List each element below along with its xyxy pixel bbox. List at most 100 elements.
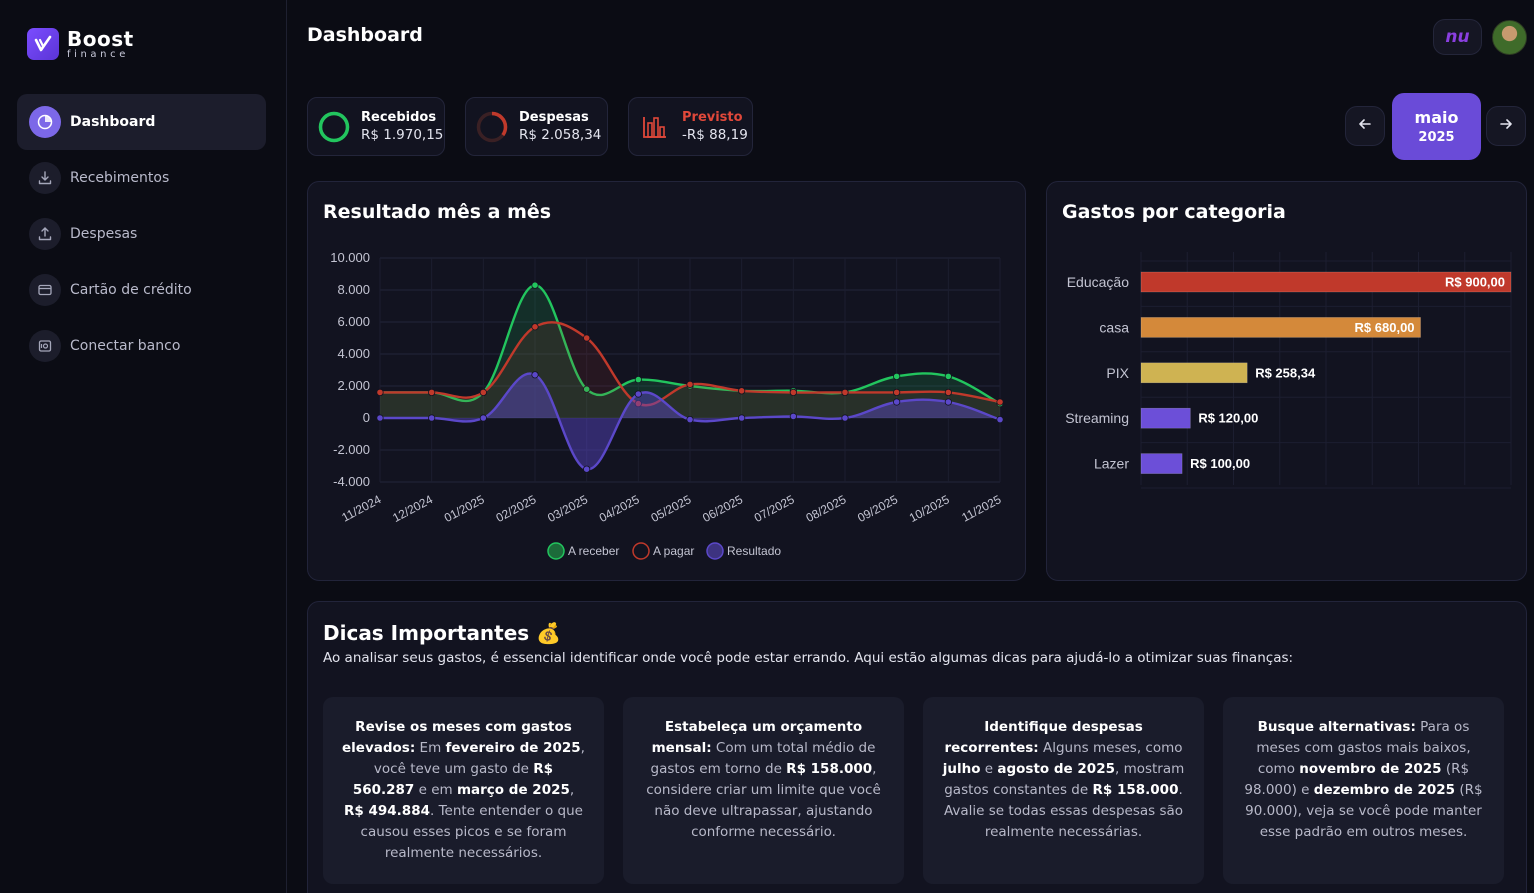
avatar[interactable] (1492, 20, 1527, 55)
month-year: 2025 (1418, 130, 1455, 145)
sidebar-item-dashboard[interactable]: Dashboard (17, 94, 266, 150)
category-label: PIX (1106, 365, 1129, 381)
sidebar-item-label: Cartão de crédito (70, 282, 192, 298)
series-line-resultado (380, 372, 1001, 471)
y-tick-label: 10.000 (330, 250, 370, 265)
data-point-a-pagar[interactable] (376, 388, 384, 396)
next-month-button[interactable] (1486, 106, 1526, 146)
data-point-resultado[interactable] (531, 371, 539, 379)
sidebar-item-conectar-banco[interactable]: Conectar banco (17, 318, 266, 374)
data-point-a-pagar[interactable] (738, 387, 746, 395)
arrow-right-icon (1498, 116, 1514, 137)
series-area-resultado (380, 373, 1000, 470)
bar[interactable] (1140, 407, 1191, 429)
data-point-a-pagar[interactable] (479, 388, 487, 396)
x-tick-label: 10/2025 (907, 492, 952, 525)
legend-label[interactable]: A pagar (653, 544, 694, 558)
data-point-resultado[interactable] (738, 414, 746, 422)
data-point-a-pagar[interactable] (944, 388, 952, 396)
data-point-a-pagar[interactable] (789, 388, 797, 396)
data-point-a-pagar[interactable] (893, 388, 901, 396)
received-value: R$ 1.970,15 (361, 127, 444, 144)
app-logo[interactable]: Boost finance (27, 28, 134, 60)
bar[interactable] (1140, 362, 1248, 384)
tip-highlight: Busque alternativas: (1257, 719, 1416, 735)
data-point-a-pagar[interactable] (634, 400, 642, 408)
data-point-resultado[interactable] (944, 398, 952, 406)
data-point-resultado[interactable] (789, 412, 797, 420)
data-point-a-receber[interactable] (893, 372, 901, 380)
x-tick-label: 09/2025 (855, 492, 900, 525)
tip-card: Busque alternativas: Para os meses com g… (1223, 697, 1504, 884)
data-point-a-pagar[interactable] (841, 388, 849, 396)
y-tick-label: 4.000 (337, 346, 370, 361)
tip-text: Em (415, 740, 446, 756)
received-progress-ring (318, 111, 350, 142)
sidebar-item-cartao-de-credito[interactable]: Cartão de crédito (17, 262, 266, 318)
tip-highlight: R$ 494.884 (344, 803, 430, 819)
tip-highlight: novembro de 2025 (1299, 761, 1442, 777)
y-tick-label: 0 (363, 410, 370, 425)
forecast-summary-card[interactable]: Previsto -R$ 88,19 (628, 97, 753, 156)
legend-swatch[interactable] (706, 542, 724, 560)
bar[interactable] (1140, 317, 1421, 338)
sidebar-item-recebimentos[interactable]: Recebimentos (17, 150, 266, 206)
expenses-label: Despesas (519, 109, 589, 125)
tip-text: Para os meses com gastos mais baixos, co… (1256, 719, 1471, 777)
data-point-a-pagar[interactable] (428, 388, 436, 396)
received-summary-card[interactable]: Recebidos R$ 1.970,15 (307, 97, 445, 156)
tip-text: Alguns meses, como (1038, 740, 1183, 756)
monthly-result-chart: 10.000 8.000 6.000 4.000 2.000 0 -2.000 -4.000 1… (330, 250, 1004, 560)
previous-month-button[interactable] (1345, 106, 1385, 146)
data-point-resultado[interactable] (686, 416, 694, 424)
sidebar-item-despesas[interactable]: Despesas (17, 206, 266, 262)
data-point-resultado[interactable] (583, 465, 591, 473)
data-point-resultado[interactable] (634, 390, 642, 398)
tips-panel: Dicas Importantes 💰 Ao analisar seus gas… (307, 601, 1527, 893)
tip-highlight: Revise os meses com gastos elevados: (342, 719, 572, 756)
tip-text: , você teve um gasto de (373, 740, 585, 777)
x-tick-label: 05/2025 (649, 492, 694, 525)
data-point-a-receber[interactable] (944, 372, 952, 380)
forecast-value: -R$ 88,19 (682, 127, 748, 144)
data-point-a-pagar[interactable] (686, 380, 694, 388)
legend-label[interactable]: Resultado (727, 544, 781, 558)
legend-swatch[interactable] (547, 542, 565, 560)
tip-text: (R$ 98.000) e (1244, 761, 1470, 798)
tip-text: e em (414, 782, 457, 798)
data-point-a-pagar[interactable] (996, 398, 1004, 406)
legend-label[interactable]: A receber (568, 544, 619, 558)
data-point-resultado[interactable] (841, 414, 849, 422)
bar[interactable] (1140, 271, 1512, 293)
category-expenses-panel: Gastos por categoria Educação R$ 900,00 ca… (1046, 181, 1527, 581)
category-label: Educação (1067, 274, 1129, 290)
data-point-resultado[interactable] (893, 398, 901, 406)
legend-swatch[interactable] (632, 542, 650, 560)
expenses-summary-card[interactable]: Despesas R$ 2.058,34 (465, 97, 608, 156)
data-point-resultado[interactable] (376, 414, 384, 422)
y-tick-label: 8.000 (337, 282, 370, 297)
x-tick-label: 07/2025 (752, 492, 797, 525)
data-point-resultado[interactable] (428, 414, 436, 422)
bank-badge[interactable]: nu (1433, 19, 1482, 55)
data-point-a-pagar[interactable] (583, 334, 591, 342)
data-point-a-receber[interactable] (531, 281, 539, 289)
bar-value-label: R$ 100,00 (1190, 456, 1250, 471)
x-tick-label: 01/2025 (442, 492, 487, 525)
data-point-a-receber[interactable] (583, 385, 591, 393)
bar[interactable] (1140, 453, 1183, 474)
tip-text: , mostram gastos constantes de (944, 761, 1185, 798)
y-tick-label: 6.000 (337, 314, 370, 329)
current-month-button[interactable]: maio 2025 (1392, 93, 1481, 160)
tip-text: , considere criar um limite que você não… (646, 761, 881, 840)
data-point-a-pagar[interactable] (531, 323, 539, 331)
tip-highlight: fevereiro de 2025 (445, 740, 581, 756)
x-tick-label: 02/2025 (494, 492, 539, 525)
data-point-resultado[interactable] (479, 414, 487, 422)
category-label: casa (1099, 319, 1129, 335)
data-point-a-receber[interactable] (634, 376, 642, 384)
tip-text: Com um total médio de gastos em torno de (650, 740, 876, 777)
data-point-resultado[interactable] (996, 416, 1004, 424)
sidebar: Boost finance Dashboard Recebimentos Des… (0, 0, 287, 893)
tip-highlight: julho (942, 761, 981, 777)
